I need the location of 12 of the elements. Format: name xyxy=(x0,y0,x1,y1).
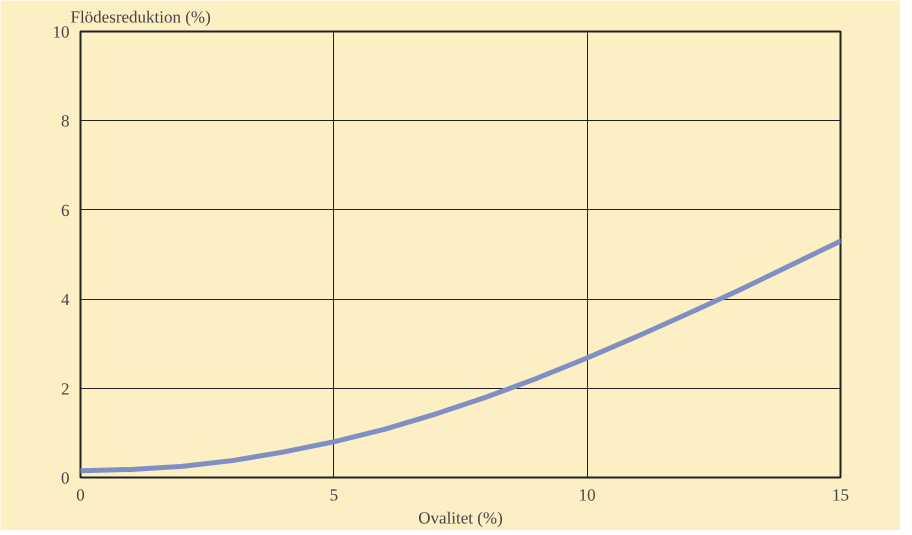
x-tick-label: 10 xyxy=(578,486,596,504)
y-axis-title: Flödesreduktion (%) xyxy=(70,8,211,26)
x-axis-title: Ovalitet (%) xyxy=(418,508,503,528)
x-tick-label: 15 xyxy=(832,486,849,504)
y-tick-label: 0 xyxy=(61,468,70,488)
y-tick-label: 4 xyxy=(61,290,70,310)
x-tick-label: 0 xyxy=(76,486,85,504)
y-tick-label: 2 xyxy=(61,379,70,398)
y-tick-label: 6 xyxy=(61,200,70,220)
y-tick-label: 8 xyxy=(61,112,70,131)
x-tick-label: 5 xyxy=(330,486,338,504)
y-tick-label: 10 xyxy=(52,22,70,42)
